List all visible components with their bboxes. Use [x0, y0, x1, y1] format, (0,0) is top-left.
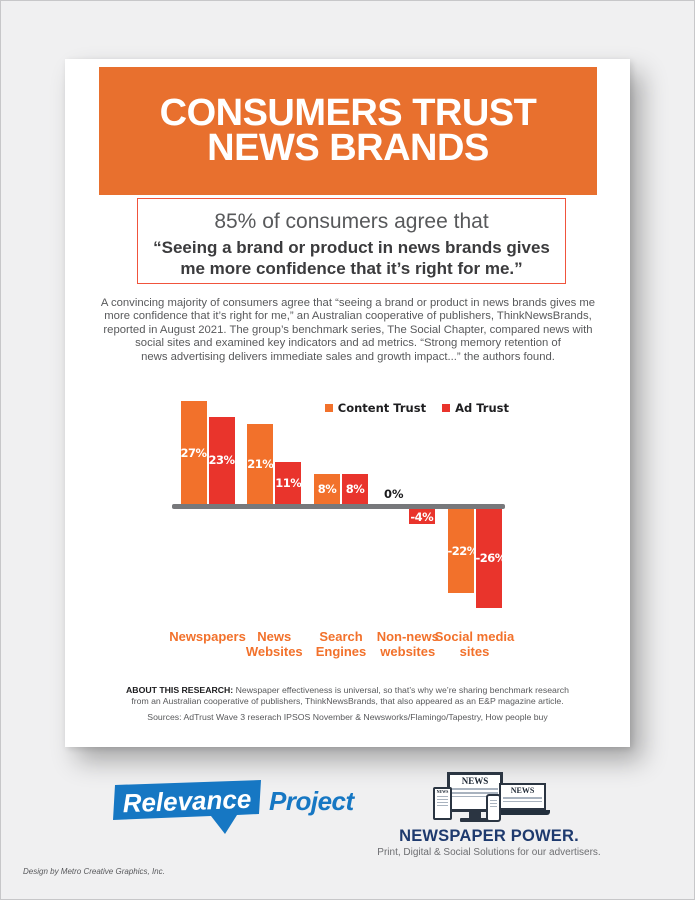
screen-content-line	[490, 803, 497, 804]
category-label: Non-news websites	[376, 629, 439, 659]
bar-ad-trust: 23%	[208, 416, 236, 504]
bar-content-trust: 8%	[314, 473, 340, 504]
relevance-project-logo: Relevance Project	[109, 777, 379, 839]
bar-value-label: 8%	[317, 481, 337, 496]
bar-value-label: -26%	[475, 551, 507, 566]
screen-content-line	[490, 800, 497, 801]
intro-paragraph: A convincing majority of consumers agree…	[100, 297, 596, 363]
bar-content-trust: 27%	[180, 401, 208, 504]
laptop-icon: NEWS	[499, 783, 546, 810]
tablet-news-masthead: NEWS	[436, 789, 449, 794]
sources-line: Sources: AdTrust Wave 3 reserach IPSOS N…	[147, 712, 548, 722]
smartphone-icon	[486, 794, 501, 822]
bar-chart: Content Trust Ad Trust 27% 23% Newspapers 2…	[167, 391, 514, 671]
about-label: ABOUT THIS RESEARCH:	[126, 685, 234, 695]
legend-item-ad-trust: Ad Trust	[442, 401, 509, 415]
design-credit: Design by Metro Creative Graphics, Inc.	[23, 867, 165, 876]
project-word: Project	[269, 786, 354, 816]
flyer-card: CONSUMERS TRUST NEWS BRANDS 85% of consu…	[65, 59, 630, 747]
bar-value-label: 23%	[208, 453, 236, 468]
screen-content-line	[490, 806, 497, 807]
screen-content-line	[452, 796, 498, 797]
legend-label-content-trust: Content Trust	[337, 401, 427, 415]
bar-ad-trust: 11%	[275, 462, 302, 504]
category-label: Newspapers	[169, 629, 246, 644]
bar-value-label: 27%	[180, 445, 208, 460]
chart-legend: Content Trust Ad Trust	[324, 401, 509, 415]
newspaper-power-logo: NEWS NEWS NEWS NEWSPAPER POWER. Print, D…	[377, 769, 601, 864]
quote-lead: 85% of consumers agree that	[214, 210, 489, 233]
bar-ad-trust: -26%	[475, 509, 507, 608]
tablet-icon: NEWS	[433, 787, 452, 820]
bar-value-label: -4%	[410, 509, 434, 524]
screen-content-line	[437, 799, 448, 800]
bar-value-label: 11%	[275, 476, 302, 491]
laptop-base	[495, 810, 550, 815]
category-label: Search Engines	[315, 629, 367, 659]
newspaper-power-subtitle: Print, Digital & Social Solutions for ou…	[377, 847, 601, 858]
legend-swatch-ad-trust	[442, 404, 451, 412]
page-title: CONSUMERS TRUST NEWS BRANDS	[159, 92, 537, 169]
quote-text: “Seeing a brand or product in news brand…	[153, 238, 550, 278]
bar-value-label: -22%	[447, 543, 479, 558]
quote-box: 85% of consumers agree that “Seeing a br…	[137, 198, 566, 284]
screen-content-line	[437, 802, 448, 803]
legend-swatch-content-trust	[324, 404, 333, 412]
about-research: ABOUT THIS RESEARCH: Newspaper effective…	[120, 685, 575, 707]
relevance-speech-bubble: Relevance	[113, 780, 261, 834]
bar-content-trust: 21%	[247, 424, 274, 504]
screen-content-line	[437, 796, 448, 797]
screen-content-line	[437, 805, 448, 806]
bar-value-zero: 0%	[383, 487, 404, 501]
monitor-stand-base	[460, 818, 490, 822]
screen-content-line	[452, 788, 498, 790]
bar-value-label: 8%	[345, 481, 365, 496]
header-banner: CONSUMERS TRUST NEWS BRANDS	[99, 67, 597, 195]
bar-ad-trust: 8%	[342, 473, 368, 504]
bar-value-label: 21%	[247, 457, 274, 472]
about-text: Newspaper effectiveness is universal, so…	[131, 685, 569, 706]
screen-content-line	[503, 797, 542, 799]
legend-item-content-trust: Content Trust	[324, 401, 427, 415]
bar-ad-trust: -4%	[408, 509, 435, 525]
relevance-word: Relevance	[122, 784, 252, 818]
monitor-news-masthead: NEWS	[461, 776, 489, 786]
screen-content-line	[503, 801, 542, 802]
legend-label-ad-trust: Ad Trust	[455, 401, 509, 415]
bar-content-trust: -22%	[447, 509, 479, 593]
newspaper-power-title: NEWSPAPER POWER.	[399, 827, 579, 845]
screen-content-line	[452, 792, 498, 794]
monitor-stand-neck	[469, 812, 481, 818]
category-label: Social media sites	[434, 629, 515, 659]
laptop-news-masthead: NEWS	[510, 786, 535, 795]
zero-axis-line	[172, 504, 505, 509]
category-label: News Websites	[245, 629, 303, 659]
